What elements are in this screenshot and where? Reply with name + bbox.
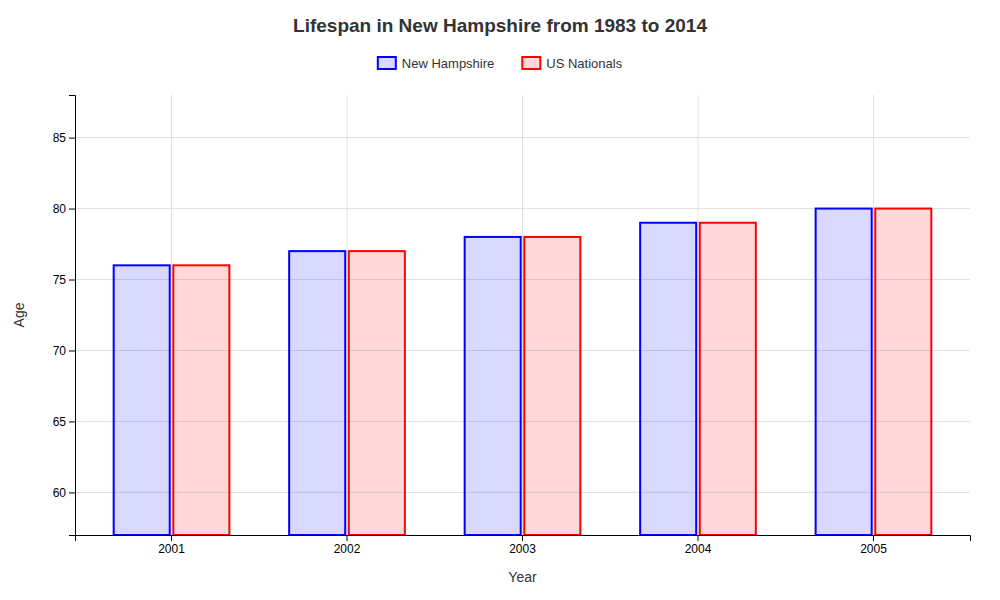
y-tick-label: 75 <box>53 273 67 287</box>
x-tick: 2003 <box>509 535 536 556</box>
bar-series <box>114 209 872 535</box>
y-tick-label: 85 <box>53 131 67 145</box>
y-tick: 75 <box>53 273 75 287</box>
legend-item: US Nationals <box>522 56 622 71</box>
x-axis-line <box>76 536 971 542</box>
x-tick-mark <box>697 535 698 541</box>
x-tick-mark <box>347 535 348 541</box>
x-tick-mark <box>873 535 874 541</box>
y-axis: 60 65 70 75 80 85 <box>53 96 76 536</box>
bar <box>875 209 931 535</box>
x-tick-label: 2003 <box>509 542 536 556</box>
grid-line-x <box>873 95 874 535</box>
x-tick-label: 2004 <box>685 542 712 556</box>
chart-svg: 2001 2002 2003 2004 2005 60 65 70 75 80 85 Lifespan… <box>0 0 1000 600</box>
x-tick-label: 2002 <box>334 542 361 556</box>
y-axis-line <box>69 96 76 536</box>
x-axis: 2001 2002 2003 2004 2005 <box>76 535 971 556</box>
y-axis-title: Age <box>11 302 27 327</box>
y-tick-label: 60 <box>53 486 67 500</box>
legend-swatch <box>378 57 396 69</box>
bar-series <box>173 209 931 535</box>
grid-line-x <box>347 95 348 535</box>
y-tick-mark <box>69 138 75 139</box>
bar <box>349 251 405 535</box>
bar <box>524 237 580 535</box>
x-axis-title: Year <box>508 569 537 585</box>
grid <box>75 95 970 535</box>
y-tick: 70 <box>53 344 75 358</box>
plot-area: 2001 2002 2003 2004 2005 60 65 70 75 80 85 <box>53 95 971 556</box>
y-tick: 80 <box>53 202 75 216</box>
legend-item: New Hampshire <box>378 56 494 71</box>
x-tick-label: 2005 <box>860 542 887 556</box>
chart-container: 2001 2002 2003 2004 2005 60 65 70 75 80 85 Lifespan… <box>0 0 1000 600</box>
chart-title: Lifespan in New Hampshire from 1983 to 2… <box>293 15 707 36</box>
y-tick-label: 80 <box>53 202 67 216</box>
y-tick-mark <box>69 350 75 351</box>
bar <box>465 237 521 535</box>
y-tick: 65 <box>53 415 75 429</box>
x-tick: 2001 <box>158 535 185 556</box>
bar <box>640 223 696 535</box>
y-tick-mark <box>69 209 75 210</box>
x-tick-label: 2001 <box>158 542 185 556</box>
legend-swatch <box>522 57 540 69</box>
y-tick: 60 <box>53 486 75 500</box>
x-tick-mark <box>171 535 172 541</box>
y-tick-mark <box>69 421 75 422</box>
legend-label: New Hampshire <box>402 56 494 71</box>
legend: New Hampshire US Nationals <box>378 56 623 71</box>
bar <box>816 209 872 535</box>
y-tick-label: 70 <box>53 344 67 358</box>
x-tick: 2004 <box>685 535 712 556</box>
bar <box>114 265 170 535</box>
x-tick-mark <box>522 535 523 541</box>
grid-line-x <box>697 95 698 535</box>
x-tick: 2005 <box>860 535 887 556</box>
grid-line-x <box>522 95 523 535</box>
y-tick-mark <box>69 492 75 493</box>
bar <box>289 251 345 535</box>
y-tick-mark <box>69 280 75 281</box>
y-tick: 85 <box>53 131 75 145</box>
marks <box>114 209 932 535</box>
x-tick: 2002 <box>334 535 361 556</box>
y-tick-label: 65 <box>53 415 67 429</box>
grid-line-x <box>171 95 172 535</box>
bar <box>700 223 756 535</box>
bar <box>173 265 229 535</box>
legend-label: US Nationals <box>546 56 622 71</box>
